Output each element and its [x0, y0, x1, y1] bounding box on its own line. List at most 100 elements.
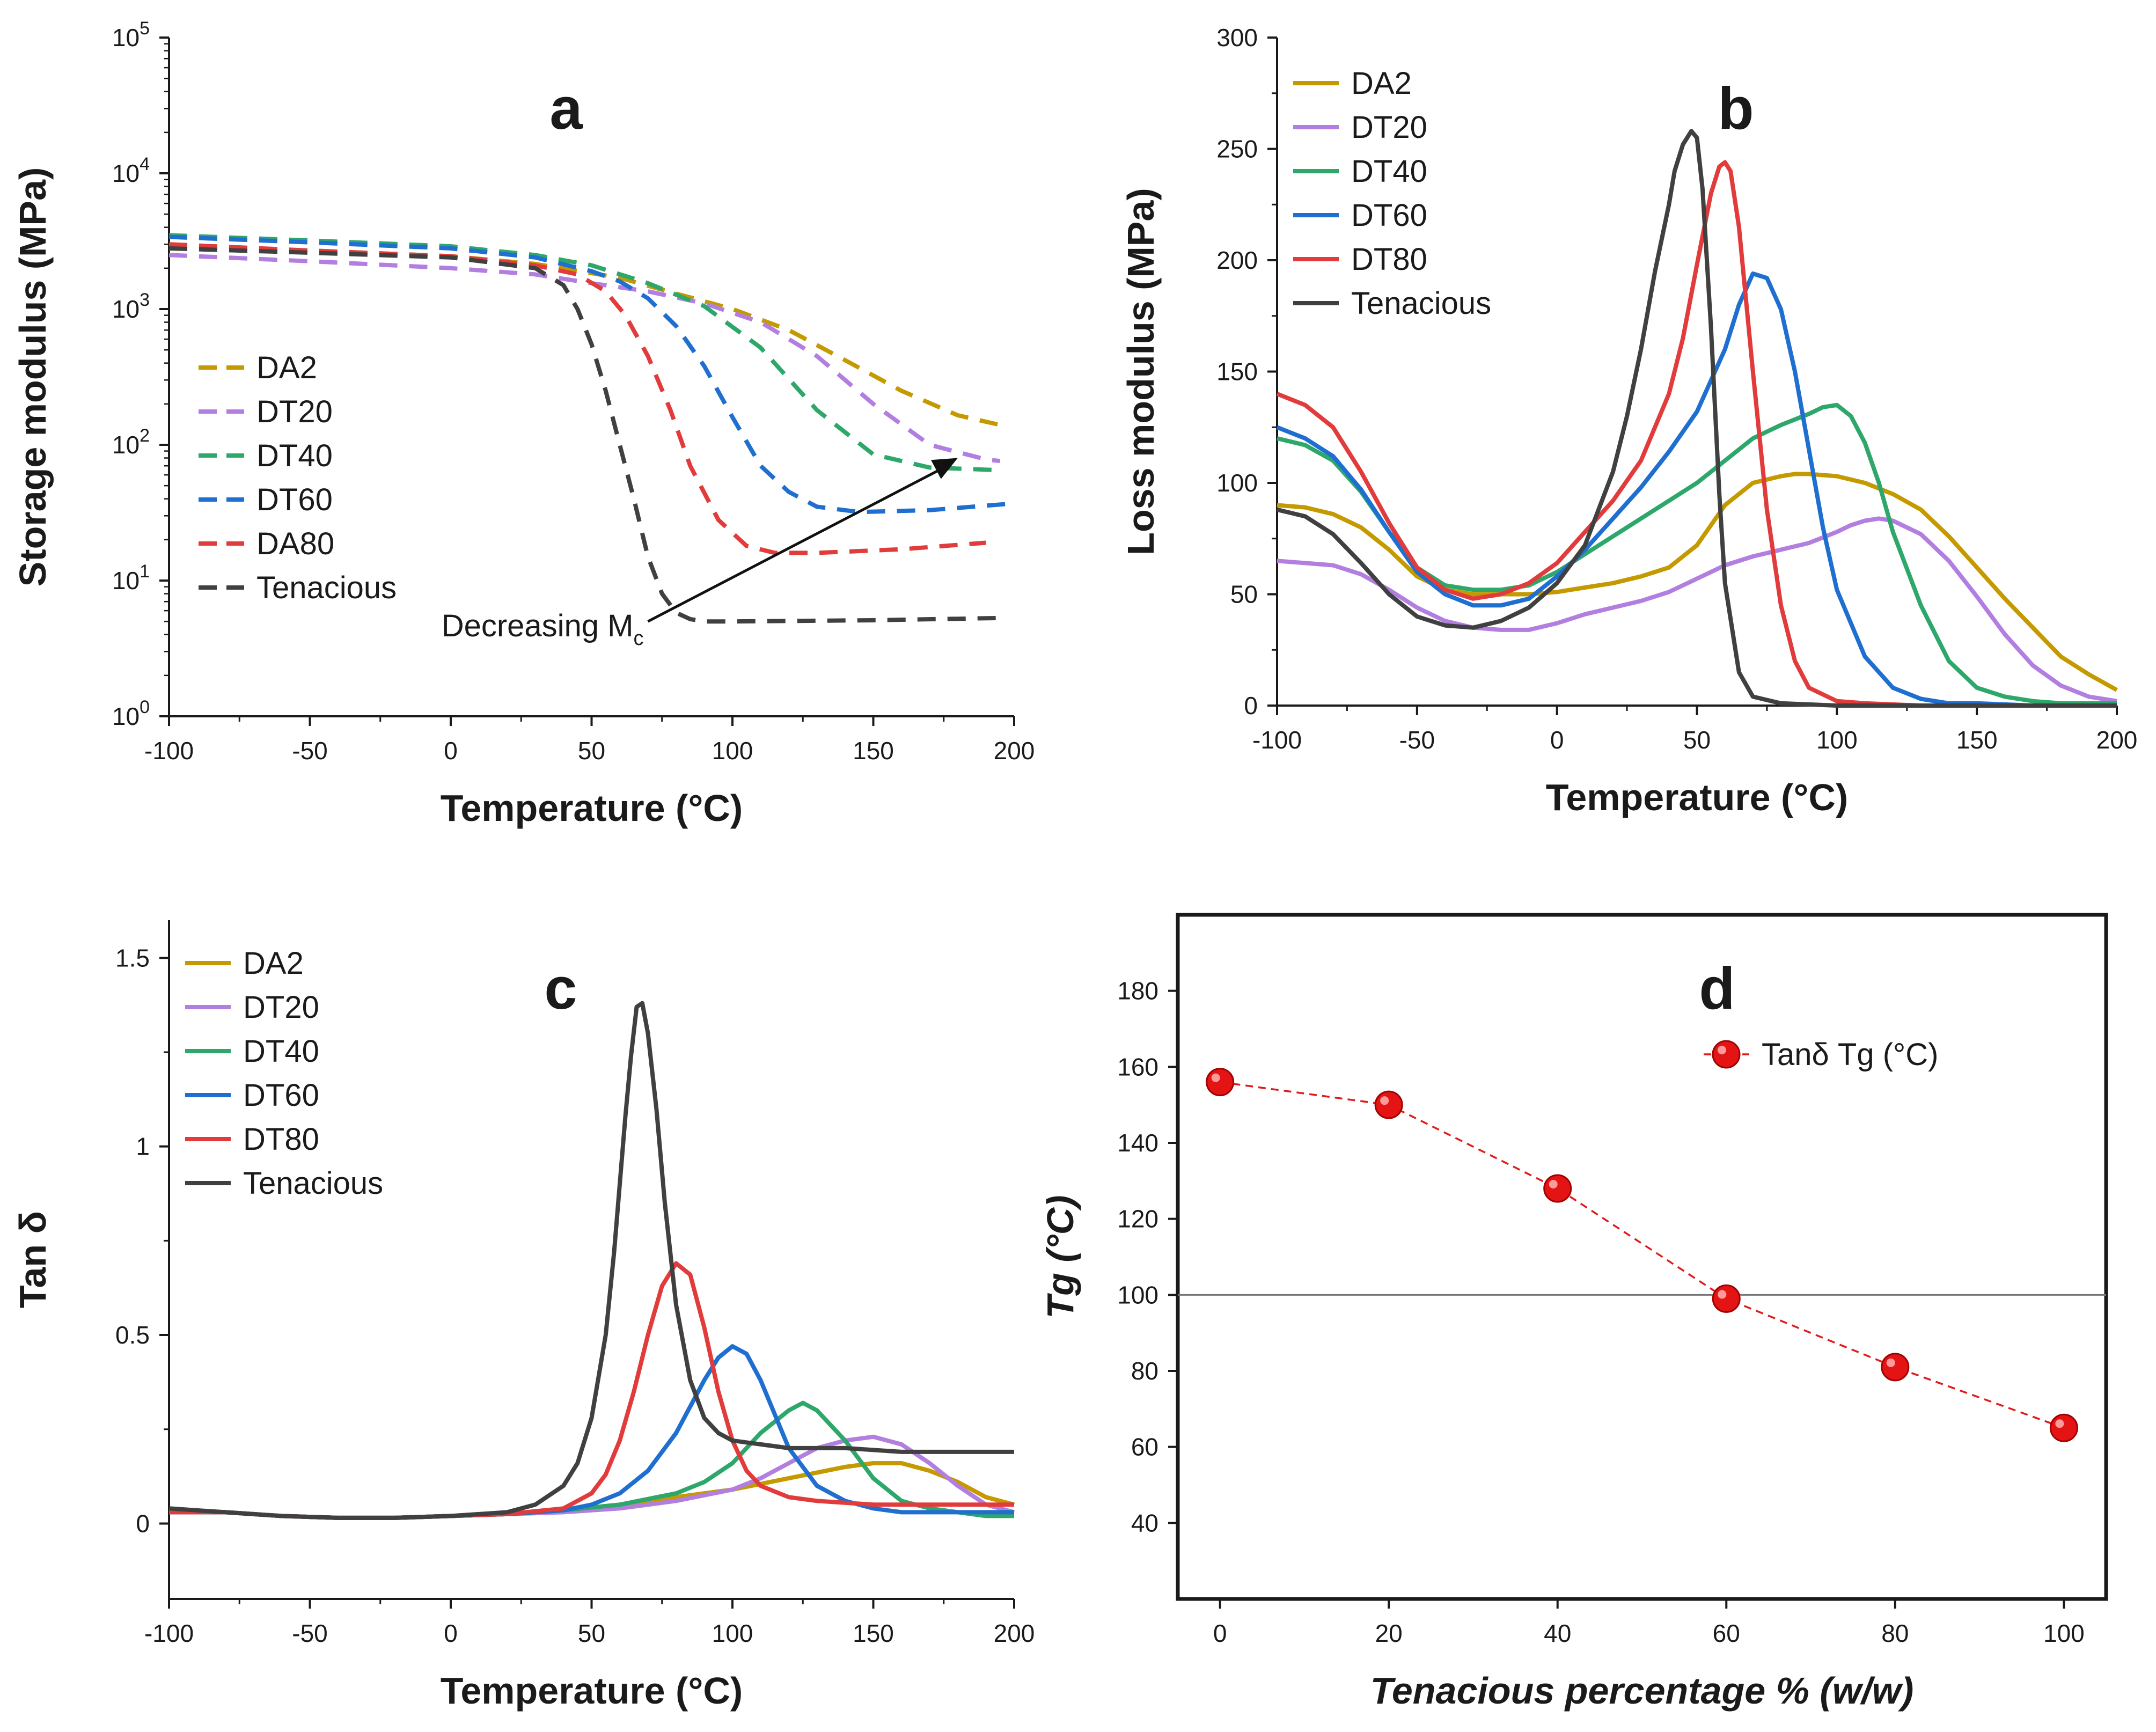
y-tick-label: 105 — [112, 18, 150, 52]
series-line-dt60 — [1276, 271, 2117, 708]
x-tick-label: -100 — [144, 737, 194, 765]
panel-label: d — [1699, 956, 1735, 1022]
data-point-highlight — [1886, 1358, 1895, 1367]
x-tick-label: 150 — [853, 1619, 894, 1647]
legend: Tanδ Tg (°C) — [1704, 1037, 1938, 1072]
x-tick-label: 80 — [1881, 1619, 1909, 1647]
series-line-dt20 — [168, 253, 1001, 464]
legend-label: DT20 — [243, 990, 319, 1025]
legend-label: DT60 — [243, 1078, 319, 1113]
y-tick-base: 10 — [112, 567, 140, 595]
x-tick-label: -50 — [292, 1619, 327, 1647]
y-tick-label: 160 — [1117, 1053, 1158, 1081]
y-tick-label: 100 — [1216, 469, 1258, 497]
data-point — [1881, 1353, 1910, 1382]
legend-marker-highlight — [1718, 1046, 1726, 1054]
series-line-tenacious — [168, 1001, 1014, 1520]
y-tick-label: 0.5 — [115, 1321, 150, 1349]
x-tick-label: -100 — [1252, 726, 1302, 754]
legend-label: DA2 — [256, 350, 317, 385]
legend-label: DA2 — [243, 946, 304, 981]
panel-d: 0 20 40 60 80 100 40 60 80 100 120 140 160 180 Tenacio… — [1039, 913, 2108, 1712]
legend: DA2 DT20 DT40 DT60 DT80 Tenacious — [185, 946, 383, 1201]
legend-label: DT40 — [1351, 154, 1427, 189]
x-axis-label: Temperature (°C) — [1546, 776, 1848, 818]
data-point-highlight — [2055, 1419, 2064, 1428]
annotation-arrowhead — [930, 458, 958, 479]
x-tick-label: 150 — [1956, 726, 1998, 754]
y-tick-label: 150 — [1216, 358, 1258, 386]
x-tick-label: -50 — [292, 737, 327, 765]
plot-frame — [1176, 913, 2108, 1601]
legend-label: DT60 — [256, 482, 333, 517]
legend-label: Tenacious — [256, 570, 397, 605]
y-tick-base: 10 — [112, 431, 140, 459]
y-tick-label: 300 — [1216, 24, 1258, 52]
legend: DA2 DT20 DT40 DT60 DA80 Tenacious — [199, 350, 397, 605]
legend-label: DT40 — [243, 1034, 319, 1069]
y-tick-label: 103 — [112, 290, 150, 323]
x-axis-label: Tenacious percentage % (w/w) — [1370, 1670, 1914, 1712]
panel-c: -100 -50 0 50 100 150 200 0 0.5 1 1.5 Temperature (… — [12, 920, 1035, 1712]
y-tick-label: 102 — [112, 425, 150, 459]
y-tick-label: 80 — [1131, 1357, 1158, 1385]
data-point-highlight — [1549, 1180, 1558, 1188]
y-tick-label: 200 — [1216, 246, 1258, 274]
series-line-da80 — [168, 242, 986, 555]
y-axis-label: Loss modulus (MPa) — [1120, 188, 1162, 555]
x-tick-label: 100 — [712, 737, 753, 765]
y-axis-label: Tan δ — [12, 1211, 54, 1308]
y-tick-label: 40 — [1131, 1509, 1158, 1537]
series-line-da2 — [1277, 472, 2118, 692]
x-axis-label: Temperature (°C) — [441, 787, 743, 829]
legend-marker — [1712, 1040, 1741, 1069]
panel-label: a — [549, 76, 583, 142]
panel-b: -100 -50 0 50 100 150 200 0 50 100 150 200 250 300 Tem… — [1120, 24, 2137, 818]
legend-label: DT20 — [1351, 110, 1427, 145]
x-tick-label: 100 — [1816, 726, 1858, 754]
x-axis-label: Temperature (°C) — [441, 1670, 743, 1712]
y-tick-exponent: 2 — [140, 425, 150, 446]
legend-label: DA2 — [1351, 66, 1412, 101]
series-line-dt80 — [169, 1261, 1014, 1520]
x-tick-label: -100 — [144, 1619, 194, 1647]
data-point — [1543, 1174, 1572, 1203]
y-tick-label: 101 — [112, 561, 150, 595]
x-tick-label: 150 — [853, 737, 894, 765]
y-tick-label: 0 — [136, 1509, 150, 1537]
x-tick-label: 100 — [712, 1619, 753, 1647]
y-tick-label: 180 — [1117, 977, 1158, 1005]
annotation-arrow — [647, 466, 945, 623]
x-tick-label: 0 — [1213, 1619, 1227, 1647]
y-tick-label: 1.5 — [115, 944, 150, 972]
x-tick-label: 200 — [994, 737, 1035, 765]
data-point — [1374, 1090, 1403, 1119]
y-axis-label: Storage modulus (MPa) — [12, 167, 54, 587]
series-line-dt80 — [1276, 160, 2117, 708]
x-tick-label: 50 — [578, 737, 605, 765]
y-tick-label: 0 — [1244, 692, 1258, 720]
x-tick-label: 50 — [578, 1619, 605, 1647]
annotation-text: Decreasing Mc — [442, 608, 644, 650]
series-line-tan-tg-c- — [1220, 1081, 2064, 1429]
y-tick-label: 140 — [1117, 1129, 1158, 1157]
series-line-dt60 — [168, 234, 1015, 515]
y-tick-label: 120 — [1117, 1205, 1158, 1233]
y-tick-base: 10 — [112, 24, 140, 52]
data-point — [2049, 1413, 2078, 1442]
y-axis-label: Tg (°C) — [1039, 1195, 1081, 1318]
x-tick-label: 200 — [2096, 726, 2138, 754]
y-tick-label: 1 — [136, 1133, 150, 1161]
x-tick-label: 0 — [1550, 726, 1564, 754]
legend-label: Tenacious — [1351, 286, 1491, 321]
panel-label: b — [1718, 76, 1754, 142]
y-tick-base: 10 — [112, 295, 140, 323]
series-line-tenacious — [168, 246, 1000, 624]
y-tick-base: 10 — [112, 702, 140, 730]
x-tick-label: -50 — [1399, 726, 1435, 754]
annotation-subscript: c — [634, 627, 644, 650]
data-point-highlight — [1380, 1096, 1389, 1105]
x-tick-label: 60 — [1713, 1619, 1740, 1647]
data-point-highlight — [1211, 1073, 1220, 1082]
